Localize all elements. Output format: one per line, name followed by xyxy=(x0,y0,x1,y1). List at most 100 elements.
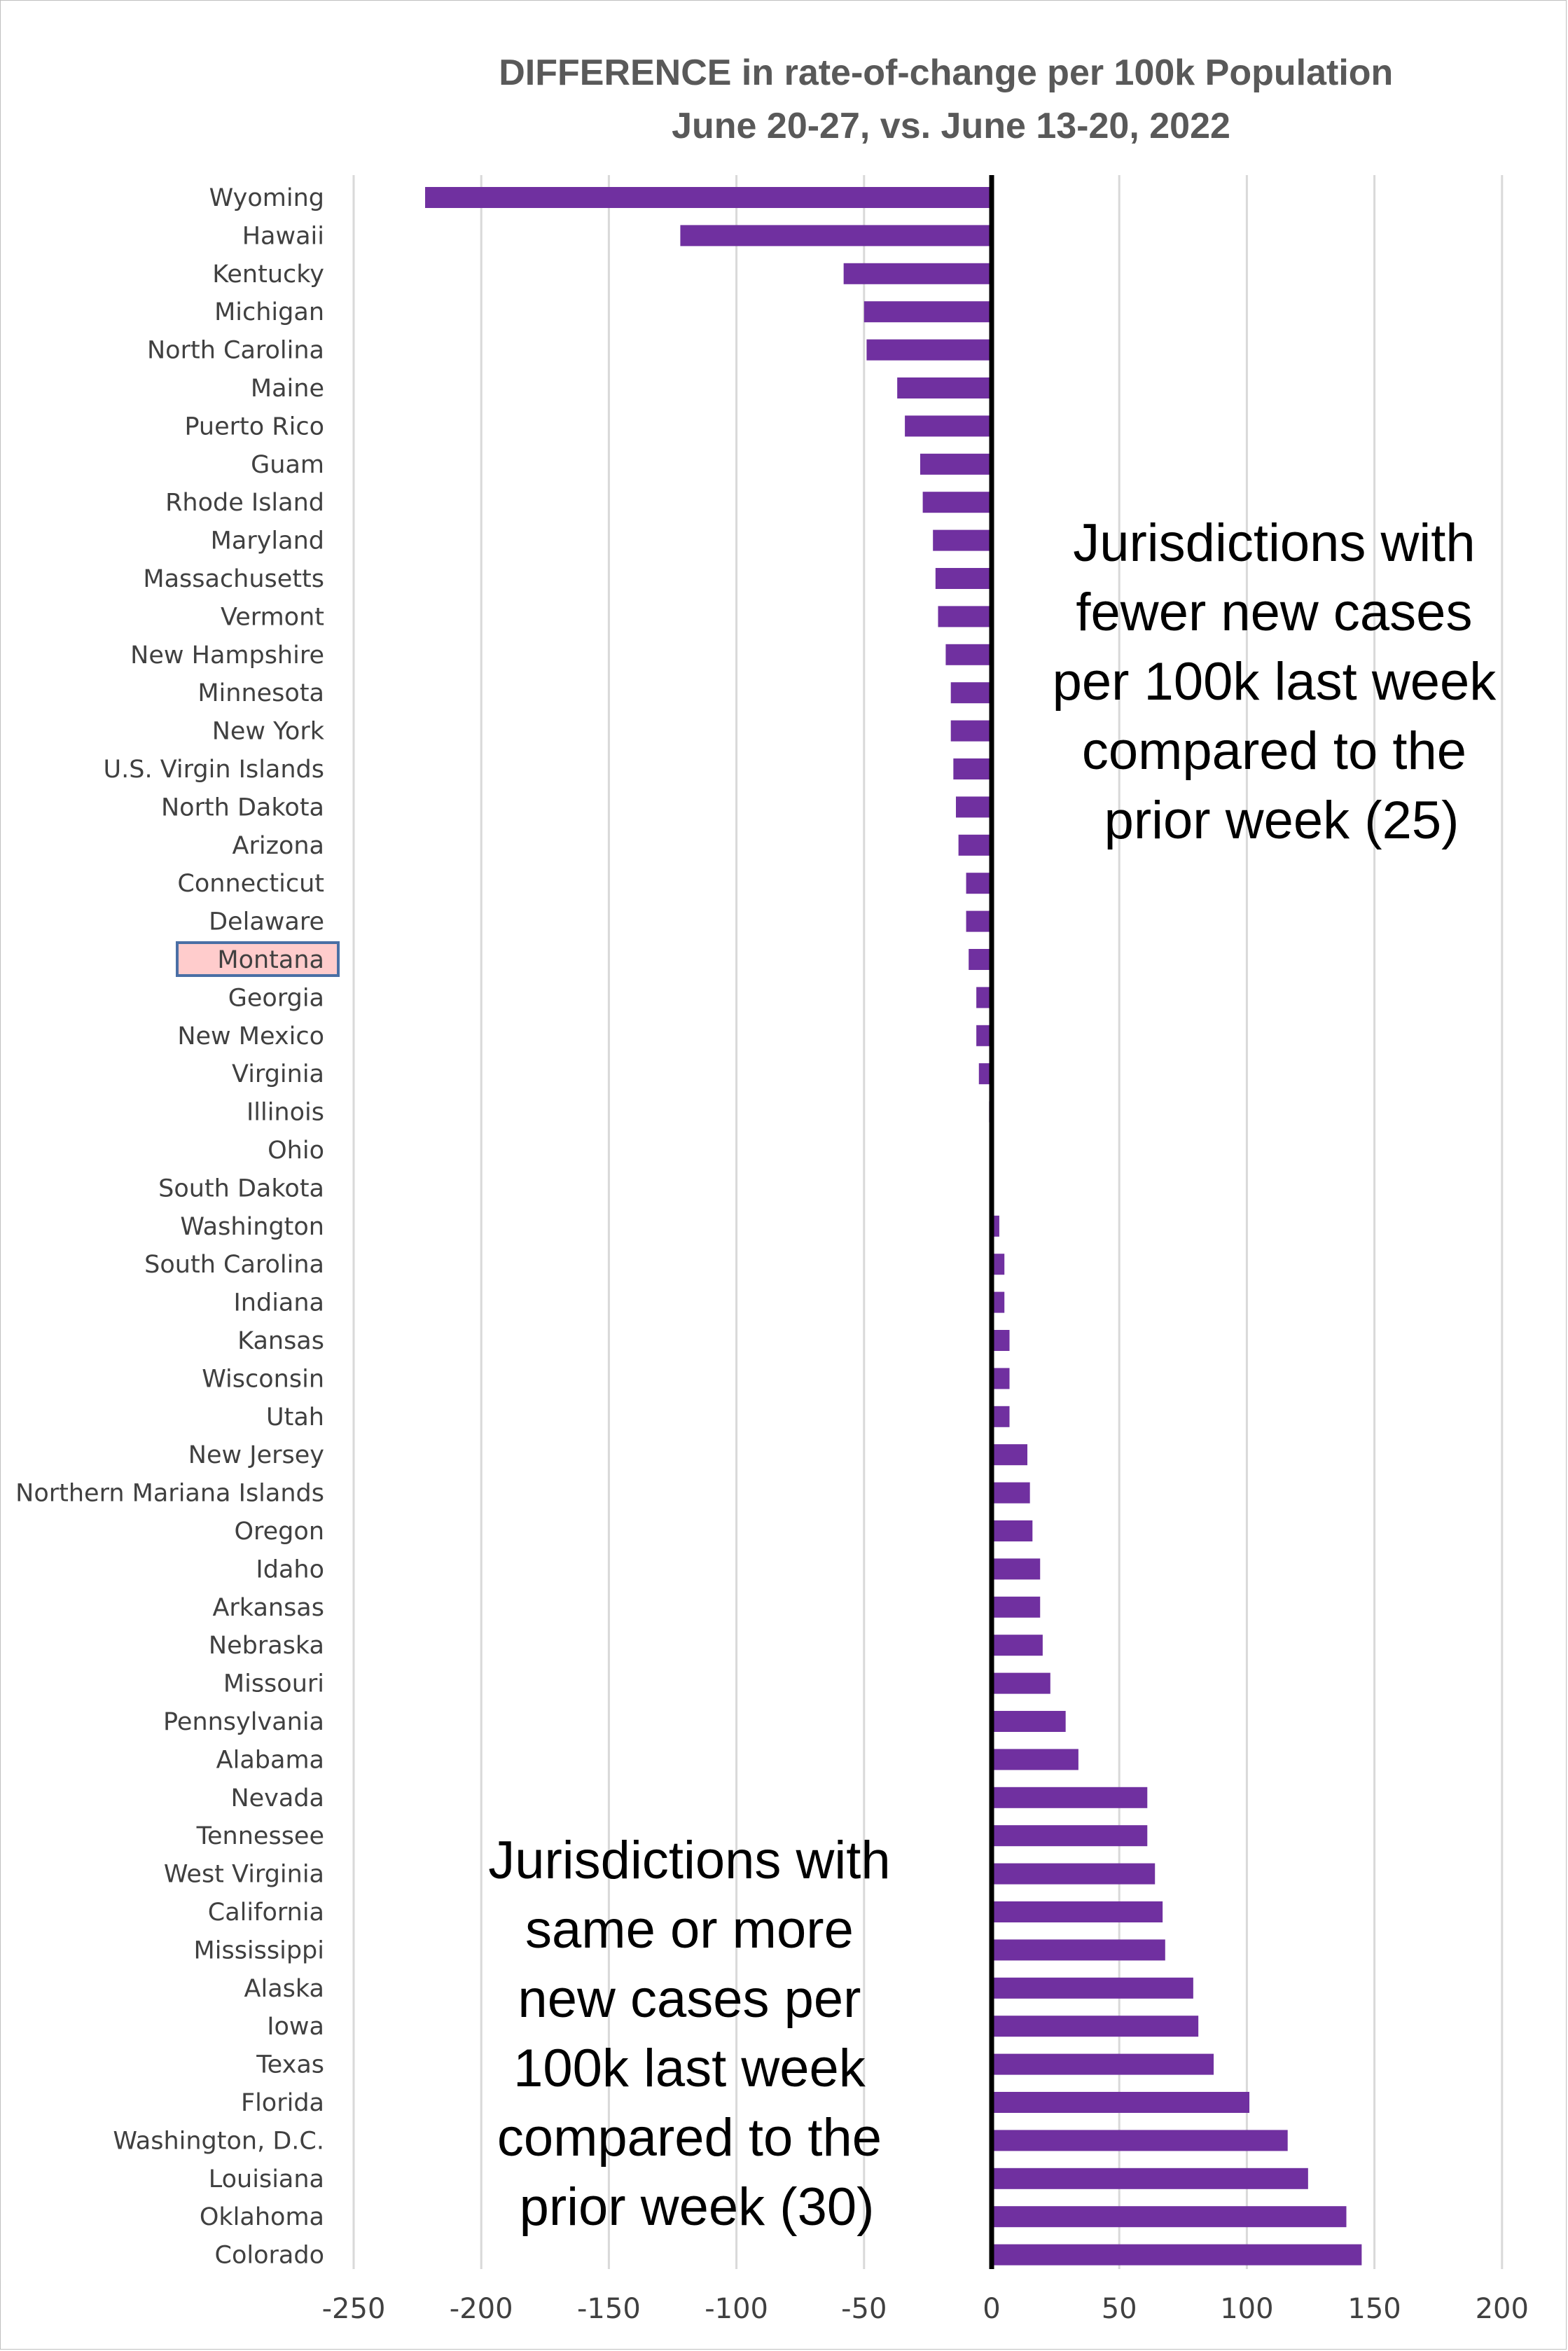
bar xyxy=(966,873,992,894)
category-label: Washington, D.C. xyxy=(113,2127,324,2155)
bar xyxy=(969,949,992,970)
category-label: North Dakota xyxy=(161,793,324,821)
x-tick-label: -50 xyxy=(841,2293,887,2325)
bar xyxy=(938,606,992,627)
category-label: Texas xyxy=(256,2051,324,2079)
category-label: New York xyxy=(212,718,325,746)
category-label: Vermont xyxy=(221,603,324,631)
bar xyxy=(992,1444,1028,1466)
category-label: Utah xyxy=(266,1403,324,1431)
category-label: New Hampshire xyxy=(130,642,324,670)
bar xyxy=(958,834,992,856)
bar xyxy=(992,1749,1078,1770)
category-label: Mississippi xyxy=(194,1936,324,1964)
bar xyxy=(992,1901,1163,1922)
annotation-more-line: prior week (30) xyxy=(520,2177,875,2237)
category-label: New Mexico xyxy=(177,1022,324,1050)
category-label: Washington xyxy=(180,1213,324,1241)
bar xyxy=(976,1025,992,1046)
bar xyxy=(950,720,992,742)
bar xyxy=(920,453,992,475)
bar xyxy=(976,987,992,1008)
x-tick-label: 200 xyxy=(1476,2293,1529,2325)
x-tick-label: -150 xyxy=(577,2293,641,2325)
annotation-more-line: same or more xyxy=(525,1900,854,1960)
bar xyxy=(992,1558,1041,1580)
x-tick-label: 0 xyxy=(983,2293,1000,2325)
x-tick-label: 50 xyxy=(1102,2293,1137,2325)
category-label: South Carolina xyxy=(144,1251,324,1279)
highlight-box xyxy=(176,941,340,977)
bar xyxy=(950,682,992,704)
category-label: Louisiana xyxy=(209,2165,324,2193)
bar xyxy=(992,1787,1148,1808)
annotation-fewer-line: fewer new cases xyxy=(1076,583,1472,642)
bar xyxy=(897,377,992,398)
bar xyxy=(863,301,992,323)
bar xyxy=(866,339,992,361)
bar xyxy=(905,415,992,437)
category-label: Northern Mariana Islands xyxy=(15,1480,324,1508)
category-label: Arizona xyxy=(233,832,324,860)
category-label: Rhode Island xyxy=(165,489,324,517)
annotation-fewer-cases: Jurisdictions with fewer new cases per 1… xyxy=(1053,513,1511,850)
category-label: Virginia xyxy=(232,1060,324,1088)
annotation-fewer-line: per 100k last week xyxy=(1053,652,1497,712)
category-label: Arkansas xyxy=(212,1594,324,1622)
bar xyxy=(992,1825,1148,1847)
x-tick-label: -250 xyxy=(322,2293,386,2325)
bar xyxy=(933,529,992,551)
category-label: Tennessee xyxy=(196,1822,324,1850)
bar xyxy=(680,225,992,247)
bar xyxy=(992,2092,1250,2113)
category-label: Delaware xyxy=(209,908,324,936)
bar xyxy=(992,2130,1288,2151)
bar xyxy=(992,1482,1030,1504)
category-label: Illinois xyxy=(247,1099,324,1127)
category-label: Kentucky xyxy=(212,261,324,289)
annotation-fewer-line: compared to the xyxy=(1082,721,1466,781)
category-label: Georgia xyxy=(228,984,324,1012)
category-label: Pennsylvania xyxy=(163,1708,324,1736)
category-label: Maryland xyxy=(211,527,324,555)
bar xyxy=(992,1863,1156,1885)
bar xyxy=(992,1977,1193,1999)
annotation-more-line: 100k last week xyxy=(513,2039,866,2098)
bar xyxy=(992,1939,1165,1961)
category-label: South Dakota xyxy=(158,1174,324,1202)
bar xyxy=(992,1254,1005,1275)
category-label: Massachusetts xyxy=(143,565,324,593)
category-label: Indiana xyxy=(233,1289,324,1317)
bar xyxy=(922,492,992,513)
chart-title-line-1: DIFFERENCE in rate-of-change per 100k Po… xyxy=(499,53,1393,93)
category-labels: Wyoming Hawaii Kentucky Michigan North Carol… xyxy=(15,184,340,2270)
bar xyxy=(992,2016,1199,2037)
category-label: Puerto Rico xyxy=(184,412,324,441)
bar xyxy=(992,1406,1010,1427)
bar xyxy=(978,1063,992,1085)
category-label: Missouri xyxy=(223,1670,324,1698)
x-tick-label: 150 xyxy=(1347,2293,1401,2325)
category-label: Guam xyxy=(251,451,324,479)
category-label: Connecticut xyxy=(177,870,324,898)
bar xyxy=(992,1368,1010,1389)
category-label: Iowa xyxy=(267,2013,324,2041)
bar xyxy=(425,187,992,208)
category-label: North Carolina xyxy=(147,337,324,365)
category-label: Minnesota xyxy=(197,679,324,707)
bar xyxy=(992,1215,999,1237)
category-label: Florida xyxy=(241,2089,324,2117)
bar xyxy=(992,2168,1308,2189)
chart-title-line-2: June 20-27, vs. June 13-20, 2022 xyxy=(672,106,1230,146)
x-tick-label: -200 xyxy=(450,2293,513,2325)
bar xyxy=(992,1596,1041,1618)
category-label: Nevada xyxy=(230,1784,324,1812)
category-label: Nebraska xyxy=(209,1632,324,1660)
category-label: Alabama xyxy=(216,1746,324,1774)
annotation-more-cases: Jurisdictions with same or more new case… xyxy=(488,1831,906,2237)
bar xyxy=(992,2244,1362,2266)
category-label: Oregon xyxy=(234,1518,324,1546)
category-label: West Virginia xyxy=(164,1861,324,1889)
category-label: Wyoming xyxy=(209,184,324,212)
bar xyxy=(992,1711,1066,1732)
